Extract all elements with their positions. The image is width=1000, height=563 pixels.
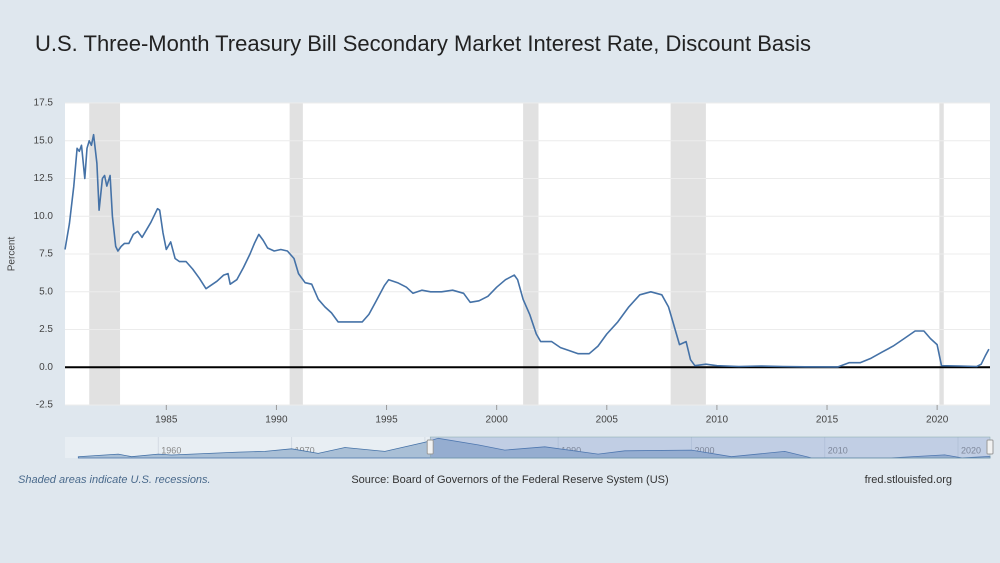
x-tick-label: 2020	[926, 415, 949, 426]
y-tick-label: 2.5	[39, 324, 53, 335]
y-tick-label: 15.0	[34, 135, 54, 146]
navigator-window	[429, 436, 991, 459]
navigator-area	[77, 437, 991, 459]
y-tick-label: 12.5	[34, 173, 54, 184]
navigator-tick-label: 2010	[828, 445, 848, 455]
y-tick-label: 7.5	[39, 249, 53, 260]
x-tick-label: 2005	[596, 415, 619, 426]
source: Source: Board of Governors of the Federa…	[351, 474, 668, 486]
site: fred.stlouisfed.org	[865, 474, 952, 486]
navigator-handle	[986, 439, 994, 455]
y-tick-label: 17.5	[34, 98, 54, 109]
y-tick-label: 0.0	[39, 362, 53, 373]
y-tick-label: 5.0	[39, 286, 53, 297]
chart-title: U.S. Three-Month Treasury Bill Secondary…	[35, 31, 811, 56]
x-tick-label: 2010	[706, 415, 729, 426]
y-axis-label: Percent	[7, 237, 18, 272]
x-tick-label: 1990	[265, 415, 288, 426]
navigator-tick-label: 1970	[295, 445, 315, 455]
navigator-tick-label: 2000	[694, 445, 714, 455]
series-line	[64, 133, 990, 368]
x-tick-label: 1985	[155, 415, 178, 426]
navigator-tick-label: 2020	[961, 445, 981, 455]
x-tick-label: 2000	[486, 415, 509, 426]
x-tick-label: 2015	[816, 415, 839, 426]
y-tick-label: 10.0	[34, 211, 54, 222]
navigator-tick-label: 1960	[161, 445, 181, 455]
navigator-handle	[426, 439, 434, 455]
recession-note: Shaded areas indicate U.S. recessions.	[18, 474, 211, 486]
y-tick-label: -2.5	[36, 400, 54, 411]
x-tick-label: 1995	[375, 415, 398, 426]
